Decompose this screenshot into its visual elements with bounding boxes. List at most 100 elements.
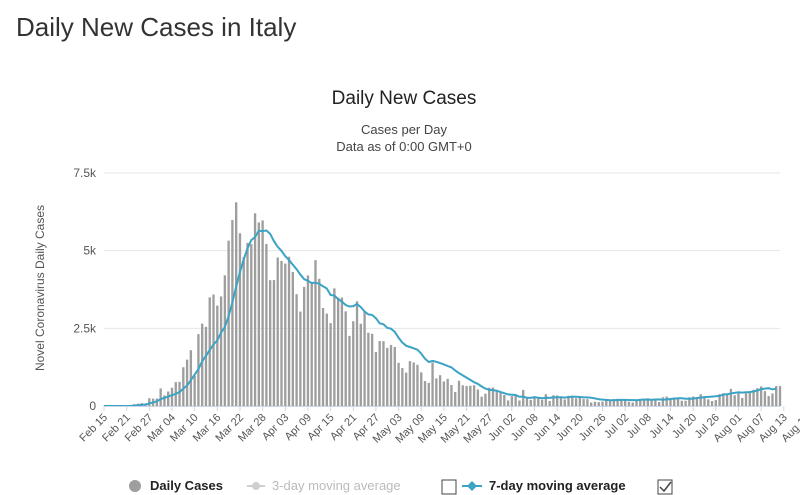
bar-daily-cases (525, 397, 529, 406)
bar-daily-cases (472, 385, 476, 406)
bar-daily-cases (548, 400, 551, 406)
bar-daily-cases (336, 297, 340, 406)
bar-daily-cases (654, 400, 657, 406)
bar-daily-cases (707, 399, 710, 406)
bar-daily-cases (393, 346, 396, 406)
bar-daily-cases (590, 402, 593, 406)
bar-daily-cases (756, 388, 759, 406)
bar-daily-cases (204, 326, 208, 406)
bar-daily-cases (386, 347, 389, 406)
bar-daily-cases (631, 402, 634, 406)
legend-item-7day-average[interactable]: 7-day moving average (462, 478, 626, 493)
bar-daily-cases (201, 323, 204, 406)
bar-daily-cases (725, 393, 729, 406)
bar-daily-cases (238, 233, 242, 406)
bar-daily-cases (367, 332, 370, 406)
bar-daily-cases (401, 368, 404, 406)
bar-daily-cases (250, 244, 253, 406)
bar-daily-cases (533, 397, 536, 406)
bar-daily-cases (242, 257, 245, 406)
bar-daily-cases (484, 393, 487, 406)
bar-daily-cases (605, 400, 608, 406)
bar-daily-cases (661, 397, 665, 406)
bar-daily-cases (567, 395, 570, 406)
bar-daily-cases (408, 361, 412, 406)
bar-daily-cases (193, 375, 196, 406)
bar-daily-cases (623, 399, 627, 406)
x-tick-label: Jul 02 (602, 412, 631, 441)
bar-daily-cases (412, 362, 415, 406)
bar-daily-cases (378, 341, 381, 406)
bar-daily-cases (574, 398, 578, 406)
bar-daily-cases (741, 397, 744, 406)
chart-subtitle-line-1: Cases per Day (361, 122, 447, 137)
bar-daily-cases (374, 351, 378, 406)
bar-daily-cases (389, 344, 393, 406)
bar-daily-cases (450, 385, 453, 406)
bar-daily-cases (616, 398, 619, 406)
bar-daily-cases (480, 396, 483, 406)
bar-daily-cases (627, 401, 631, 406)
legend-item-3day-average[interactable]: 3-day moving average (247, 478, 401, 493)
legend-diamond-icon (467, 481, 477, 491)
bar-daily-cases (420, 372, 423, 406)
bar-daily-cases (688, 397, 691, 406)
bar-daily-cases (578, 397, 582, 406)
bar-daily-cases (571, 395, 574, 406)
checkbox-3day-average[interactable] (441, 479, 457, 495)
bar-daily-cases (510, 396, 514, 406)
bar-daily-cases (703, 396, 706, 406)
bar-daily-cases (219, 296, 223, 406)
bar-daily-cases (359, 323, 362, 406)
bar-daily-cases (646, 398, 649, 406)
bar-daily-cases (370, 333, 374, 406)
legend-item-daily-cases[interactable]: Daily Cases (129, 478, 223, 493)
bar-daily-cases (582, 399, 585, 406)
bar-daily-cases (397, 362, 400, 406)
bar-daily-cases (457, 380, 461, 406)
bar-daily-cases (744, 393, 748, 406)
bar-daily-cases (665, 396, 668, 406)
bar-daily-cases (416, 364, 419, 406)
bar-daily-cases (265, 243, 268, 406)
bar-daily-cases (608, 399, 612, 406)
bar-daily-cases (246, 242, 249, 406)
bar-layer (129, 202, 782, 406)
bar-daily-cases (321, 308, 325, 406)
bar-daily-cases (302, 286, 306, 406)
bar-daily-cases (722, 393, 725, 406)
bar-daily-cases (691, 396, 695, 406)
bar-daily-cases (657, 401, 661, 406)
bar-daily-cases (446, 378, 449, 406)
y-tick-label: 0 (89, 399, 96, 413)
bar-daily-cases (563, 399, 566, 406)
bar-daily-cases (261, 220, 264, 406)
bar-daily-cases (684, 400, 687, 406)
bar-daily-cases (295, 294, 298, 406)
legend-marker-daily-cases (129, 480, 141, 492)
bar-daily-cases (268, 280, 272, 406)
legend: Daily Cases 3-day moving average 7-day m… (129, 478, 673, 495)
bar-daily-cases (544, 394, 548, 406)
bar-daily-cases (280, 260, 283, 406)
checkbox-7day-average[interactable] (657, 479, 673, 495)
bar-daily-cases (231, 220, 234, 406)
bar-daily-cases (506, 400, 510, 406)
bar-daily-cases (167, 391, 170, 406)
bar-daily-cases (650, 399, 653, 406)
bar-daily-cases (680, 400, 683, 406)
legend-label-daily-cases: Daily Cases (150, 478, 223, 493)
bar-daily-cases (593, 401, 597, 406)
bar-daily-cases (348, 335, 351, 406)
bar-daily-cases (185, 359, 189, 406)
bar-daily-cases (612, 399, 616, 406)
bar-daily-cases (423, 381, 427, 406)
bar-daily-cases (529, 399, 532, 406)
bar-daily-cases (620, 400, 623, 406)
bar-daily-cases (170, 387, 174, 406)
bar-daily-cases (257, 222, 261, 406)
chart-subtitle-line-2: Data as of 0:00 GMT+0 (336, 139, 471, 154)
bar-daily-cases (601, 401, 604, 406)
bar-daily-cases (476, 389, 480, 406)
bar-daily-cases (344, 311, 347, 406)
